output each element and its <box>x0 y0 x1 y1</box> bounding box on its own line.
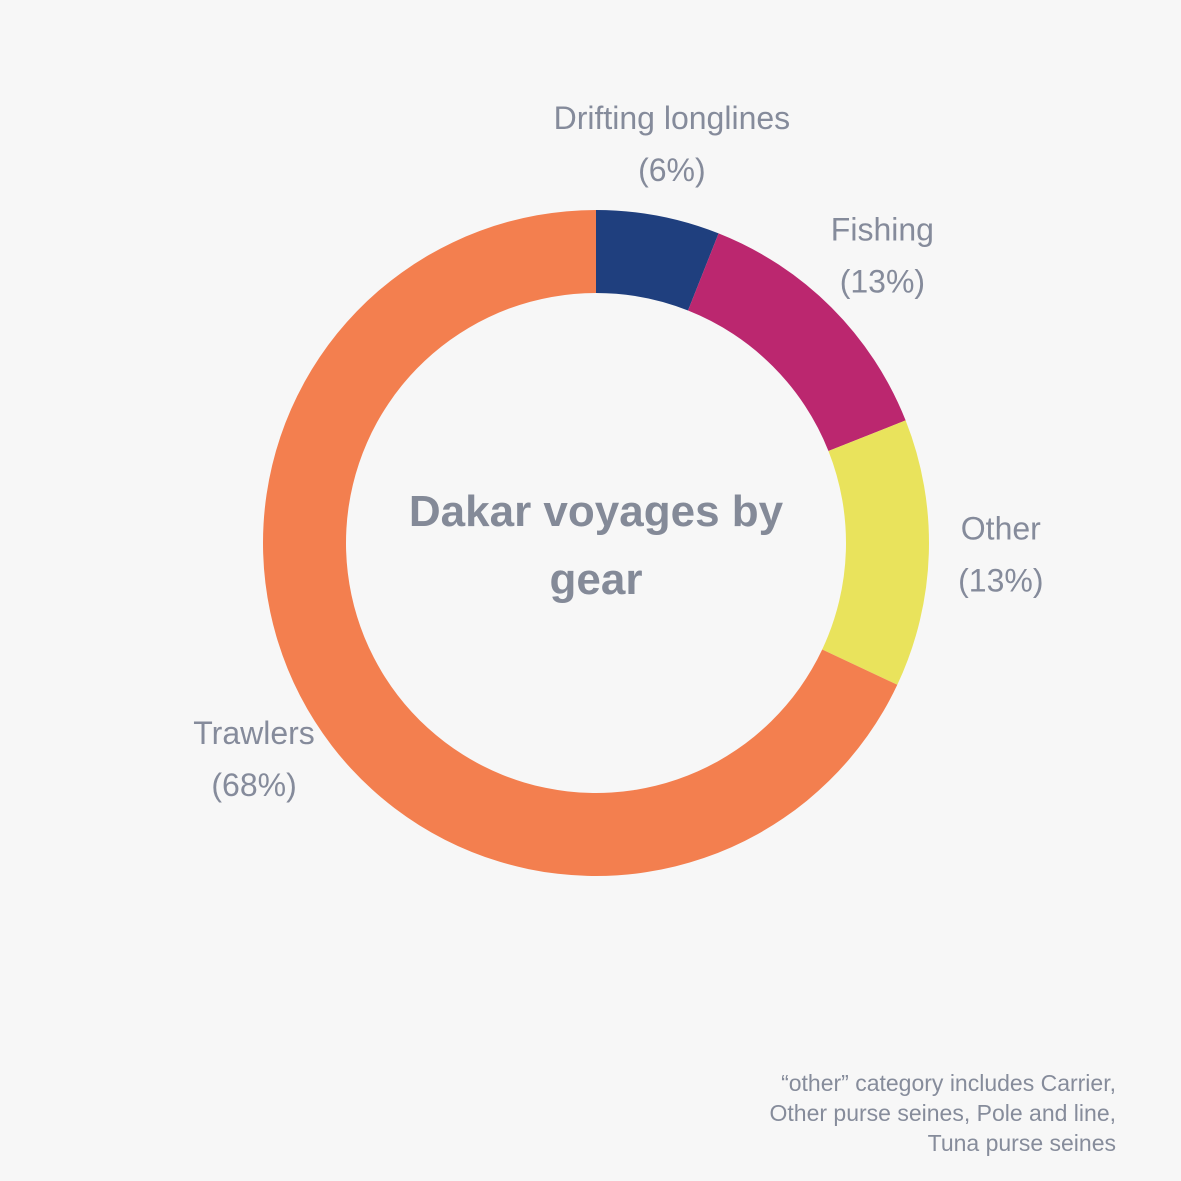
slice-labels: Drifting longlines (6%) Fishing (13%) Other (… <box>193 100 1043 803</box>
slice-label-percent: (13%) <box>840 264 925 300</box>
footnote-line-3: Tuna purse seines <box>927 1130 1116 1156</box>
footnote-line-1: “other” category includes Carrier, <box>781 1070 1116 1096</box>
slice-fishing <box>688 233 906 451</box>
chart-title-line-2: gear <box>550 555 643 604</box>
slice-other <box>822 420 930 685</box>
slice-drifting-longlines <box>596 210 719 311</box>
slice-label-fishing: Fishing (13%) <box>831 212 934 300</box>
slice-label-percent: (6%) <box>638 152 706 188</box>
slice-label-name: Drifting longlines <box>554 100 791 136</box>
slice-label-percent: (13%) <box>958 563 1043 599</box>
slice-label-other: Other (13%) <box>958 511 1043 599</box>
slice-label-percent: (68%) <box>211 767 296 803</box>
donut-slices <box>263 210 930 876</box>
slice-label-drifting-longlines: Drifting longlines (6%) <box>554 100 791 188</box>
slice-label-trawlers: Trawlers (68%) <box>193 715 314 803</box>
footnote: “other” category includes Carrier, Other… <box>656 1068 1116 1158</box>
footnote-line-2: Other purse seines, Pole and line, <box>769 1100 1116 1126</box>
slice-label-name: Trawlers <box>193 715 314 751</box>
slice-label-name: Other <box>961 511 1041 547</box>
chart-title-line-1: Dakar voyages by <box>409 487 784 536</box>
slice-label-name: Fishing <box>831 212 934 248</box>
